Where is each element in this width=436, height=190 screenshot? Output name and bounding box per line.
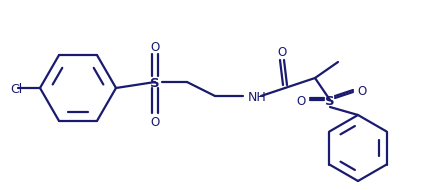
Text: S: S	[150, 77, 160, 90]
Text: Cl: Cl	[10, 83, 22, 96]
Text: O: O	[296, 95, 306, 108]
Text: O: O	[358, 85, 367, 98]
Text: O: O	[150, 116, 160, 129]
Text: O: O	[150, 41, 160, 54]
Text: NH: NH	[248, 91, 267, 104]
Text: O: O	[277, 46, 286, 59]
Text: S: S	[325, 95, 335, 108]
